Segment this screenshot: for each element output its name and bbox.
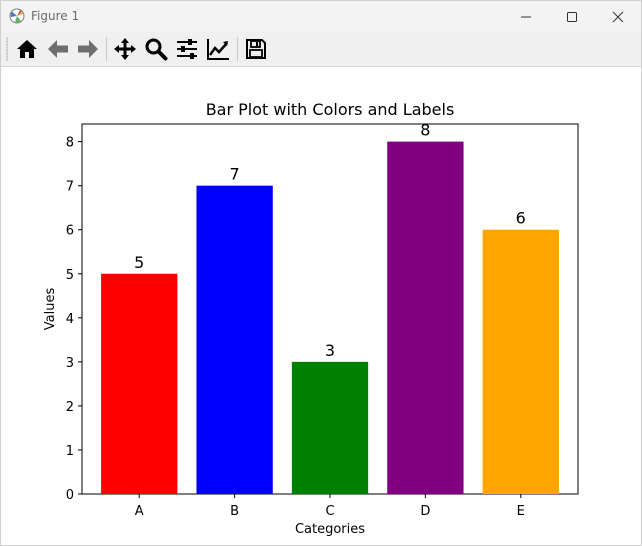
y-tick-label: 8	[66, 136, 74, 151]
arrow-left-icon	[48, 40, 68, 58]
title-bar[interactable]: Figure 1	[1, 1, 641, 32]
x-tick-label: A	[135, 504, 144, 519]
home-icon	[17, 40, 37, 58]
toolbar-separator	[106, 37, 107, 61]
x-axis-ticks: A B C D E	[135, 494, 525, 519]
chart-title: Bar Plot with Colors and Labels	[206, 100, 455, 119]
x-axis-label: Categories	[295, 522, 365, 537]
y-tick-label: 7	[66, 180, 74, 195]
bar-E	[482, 229, 559, 494]
bar-B	[196, 185, 273, 494]
close-button[interactable]	[595, 1, 641, 32]
data-label-D: 8	[420, 121, 430, 140]
zoom-button[interactable]	[143, 36, 169, 62]
home-button[interactable]	[14, 36, 40, 62]
bar-C	[291, 361, 369, 494]
minimize-button[interactable]	[503, 1, 549, 32]
data-label-C: 3	[325, 341, 335, 360]
magnifier-icon	[145, 38, 168, 61]
x-tick-label: D	[420, 504, 430, 519]
toolbar-grip[interactable]	[6, 37, 8, 61]
bar-D	[387, 141, 464, 494]
x-tick-label: E	[517, 504, 525, 519]
data-label-A: 5	[134, 253, 144, 272]
x-tick-label: B	[230, 504, 239, 519]
forward-button[interactable]	[75, 36, 101, 62]
x-tick-label: C	[325, 504, 334, 519]
close-icon	[612, 11, 624, 22]
y-tick-label: 1	[66, 444, 74, 459]
y-tick-label: 6	[66, 224, 74, 239]
data-label-E: 6	[516, 209, 526, 228]
bar-chart: Bar Plot with Colors and Labels 5 7 3 8 6 0 1…	[43, 100, 579, 537]
save-button[interactable]	[243, 36, 269, 62]
y-tick-label: 3	[66, 356, 74, 371]
bar-A	[101, 273, 178, 494]
y-tick-label: 0	[66, 488, 74, 503]
navigation-toolbar	[1, 32, 641, 67]
maximize-icon	[567, 11, 577, 22]
sliders-icon	[177, 39, 197, 59]
floppy-disk-icon	[246, 39, 266, 59]
figure-canvas[interactable]: Bar Plot with Colors and Labels 5 7 3 8 6 0 1…	[1, 67, 641, 545]
y-axis-label: Values	[43, 288, 58, 331]
minimize-icon	[521, 16, 531, 17]
y-tick-label: 4	[66, 312, 74, 327]
y-tick-label: 2	[66, 400, 74, 415]
pan-button[interactable]	[112, 36, 138, 62]
trend-line-icon	[207, 39, 229, 60]
maximize-button[interactable]	[549, 1, 595, 32]
move-icon	[114, 38, 136, 60]
window-title: Figure 1	[31, 9, 80, 23]
matplotlib-logo-icon	[9, 8, 25, 24]
arrow-right-icon	[78, 40, 98, 58]
data-label-B: 7	[230, 165, 240, 184]
edit-axis-button[interactable]	[205, 36, 231, 62]
configure-subplots-button[interactable]	[174, 36, 200, 62]
y-tick-label: 5	[66, 268, 74, 283]
y-axis-ticks: 0 1 2 3 4 5 6 7 8	[66, 136, 82, 503]
bars-group: 5 7 3 8 6	[101, 121, 559, 494]
back-button[interactable]	[45, 36, 71, 62]
toolbar-separator	[237, 37, 238, 61]
